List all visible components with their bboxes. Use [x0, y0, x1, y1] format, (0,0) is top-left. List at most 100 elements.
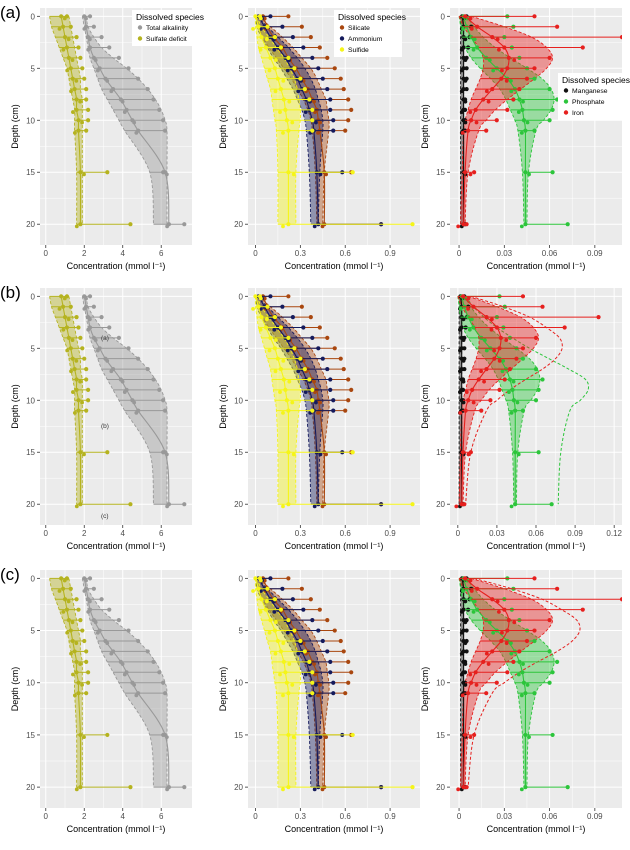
data-point-max [317, 607, 322, 612]
x-tick-label: 0 [44, 249, 49, 258]
data-point [316, 693, 320, 698]
data-point [466, 307, 470, 311]
y-tick-label: 5 [239, 627, 244, 636]
data-point [296, 651, 301, 656]
x-tick-label: 6 [159, 529, 164, 538]
data-point [57, 27, 62, 31]
legend-item-label: Ammonium [348, 36, 383, 43]
data-point [74, 358, 79, 363]
data-point-max [116, 335, 121, 340]
data-point-max [310, 335, 315, 340]
data-point [460, 693, 465, 698]
data-point-max [68, 304, 73, 309]
data-point-max [308, 597, 313, 602]
data-point [253, 576, 258, 581]
data-point-max [136, 356, 141, 361]
data-point-max [99, 315, 104, 320]
data-point [463, 120, 468, 125]
y-tick-label: 15 [234, 448, 243, 457]
data-point-max [82, 76, 87, 81]
legend-swatch [563, 88, 569, 93]
data-point [291, 735, 296, 740]
data-point [479, 369, 483, 374]
model-line [83, 296, 170, 505]
data-point [165, 504, 170, 509]
data-point [471, 400, 476, 405]
data-point-max [286, 618, 291, 623]
data-point [69, 369, 73, 374]
y-tick-label: 20 [234, 220, 243, 229]
model-line [60, 296, 82, 505]
data-point-max [484, 691, 489, 696]
x-axis-title: Concentration (mmol l⁻¹) [487, 824, 586, 834]
band-edge-upper [463, 296, 541, 505]
data-point [134, 410, 139, 415]
data-point-max [349, 670, 354, 675]
x-tick-label: 0.03 [497, 249, 513, 258]
data-point-max [410, 785, 415, 790]
series-manganese [459, 14, 474, 229]
data-point-max [162, 128, 168, 133]
series-total-alkalinity [82, 14, 187, 229]
data-point-max [331, 398, 336, 403]
data-point-max [550, 670, 555, 675]
data-point-max [472, 170, 477, 175]
data-point-max [331, 680, 336, 685]
data-point-max [550, 170, 555, 175]
x-tick-label: 2 [82, 812, 87, 821]
plot-area [49, 576, 187, 792]
data-point-max [325, 649, 330, 654]
data-point-max [107, 325, 112, 330]
data-point [272, 47, 277, 52]
data-point-max [517, 649, 522, 654]
plot-area [251, 576, 415, 792]
data-point-max [126, 66, 131, 71]
data-point-max [145, 86, 150, 92]
y-tick-label: 15 [234, 731, 243, 740]
data-point-max [328, 377, 333, 382]
data-point-max [536, 387, 541, 392]
data-point [109, 651, 114, 656]
data-point [484, 348, 489, 353]
y-tick-label: 0 [31, 292, 36, 301]
data-point [463, 641, 468, 646]
x-tick-label: 0 [253, 249, 258, 258]
data-point-max [301, 325, 306, 330]
data-point-max [547, 618, 552, 623]
legend-item-label: Sulfate deficit [146, 36, 187, 43]
data-point-max [524, 76, 530, 81]
data-point-max [316, 66, 321, 71]
data-point [507, 390, 511, 394]
data-point [273, 620, 278, 625]
y-tick-label: 10 [436, 396, 445, 405]
panel-r2-c3: 0 0.03 0.06 0.09 0.12 0 5 10 15 20 Concentration (… [420, 288, 623, 551]
x-tick-label: 0.03 [489, 529, 505, 538]
data-point-max [278, 607, 284, 612]
x-tick-label: 0.6 [340, 812, 352, 821]
y-tick-label: 15 [26, 448, 35, 457]
legend-title: Dissolved species [136, 12, 204, 22]
data-point-max [316, 346, 321, 351]
data-point [461, 317, 466, 322]
data-point-max [316, 628, 321, 633]
y-tick-label: 10 [26, 396, 35, 405]
data-point [324, 735, 328, 740]
data-point-max [325, 618, 330, 623]
data-point-max [332, 66, 337, 71]
data-point [312, 224, 317, 229]
data-point [472, 599, 477, 604]
band-edge-lower [254, 16, 279, 225]
legend-swatch [563, 110, 569, 115]
data-point-max [84, 408, 89, 413]
data-point-max [80, 66, 85, 71]
panel-r1-c1: 0 2 4 6 0 5 10 15 20 Concentration (mmol l⁻¹) Dept… [10, 8, 192, 271]
data-point [251, 589, 255, 593]
y-tick-label: 20 [436, 783, 445, 792]
y-tick-label: 5 [239, 344, 244, 353]
data-point-max [310, 408, 315, 413]
panel-r3-c1: 0 2 4 6 0 5 10 15 20 Concentration (mmol l⁻¹) Dept… [10, 570, 192, 834]
x-tick-label: 0.06 [542, 812, 558, 821]
data-point [134, 130, 139, 135]
data-point-max [328, 97, 333, 102]
data-point [86, 327, 91, 332]
